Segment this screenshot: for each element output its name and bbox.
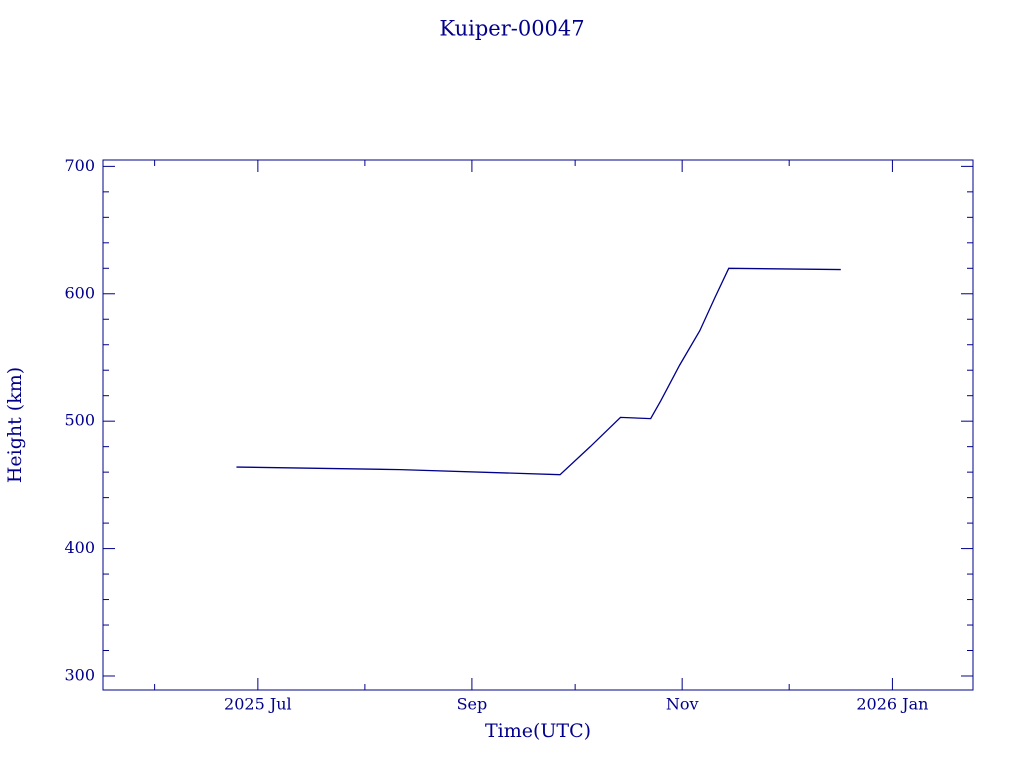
y-tick-label: 300 <box>64 665 95 684</box>
y-tick-label: 500 <box>64 411 95 430</box>
x-tick-label: Sep <box>457 695 488 714</box>
x-tick-label: 2025 Jul <box>224 695 292 714</box>
data-line <box>236 267 841 476</box>
x-tick-label: 2026 Jan <box>856 695 928 714</box>
plot-frame <box>102 159 974 691</box>
y-tick-label: 400 <box>64 538 95 557</box>
y-tick-label: 700 <box>64 156 95 175</box>
y-axis-label: Height (km) <box>4 367 26 483</box>
x-axis-label: Time(UTC) <box>485 720 591 742</box>
chart-title: Kuiper-00047 <box>439 17 584 41</box>
y-tick-label: 600 <box>64 283 95 302</box>
x-tick-label: Nov <box>666 695 699 714</box>
